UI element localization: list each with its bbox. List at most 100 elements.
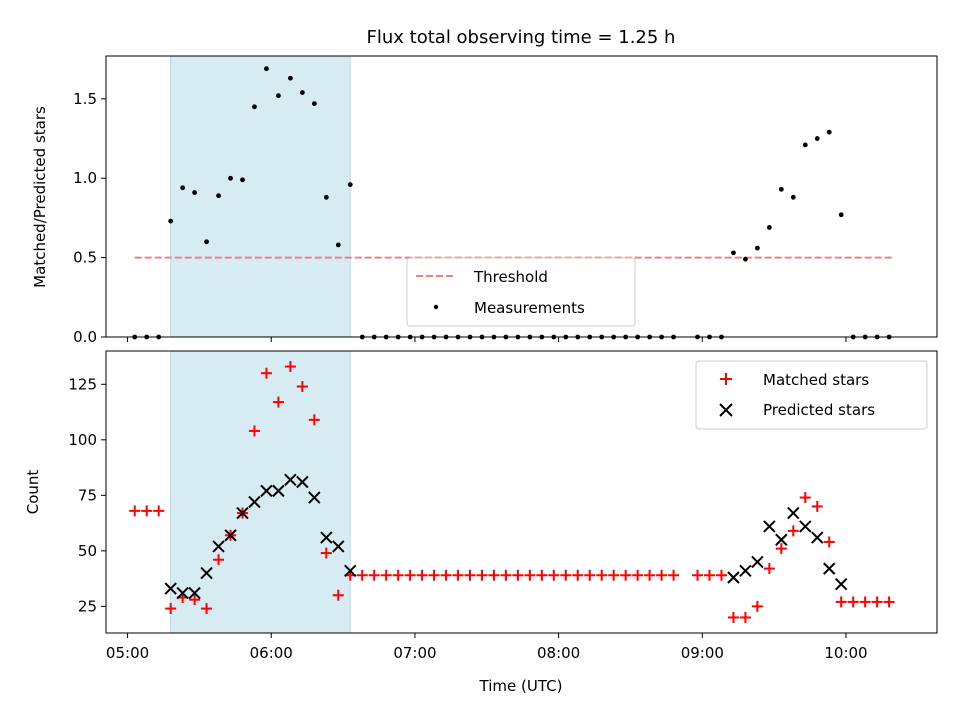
measurement-point xyxy=(204,239,209,245)
matched-star-point xyxy=(308,414,320,426)
matched-star-point xyxy=(524,569,536,581)
y-tick-label: 1.0 xyxy=(73,169,97,187)
predicted-star-point xyxy=(787,506,800,520)
matched-star-point xyxy=(189,594,201,606)
matched-star-point xyxy=(476,569,488,581)
measurement-point xyxy=(192,190,198,195)
matched-star-point xyxy=(560,569,572,581)
x-tick-label: 10:00 xyxy=(824,644,867,662)
top-axes-frame xyxy=(105,55,938,338)
predicted-star-point xyxy=(763,520,776,533)
predicted-star-point xyxy=(775,533,788,546)
matched-star-point xyxy=(811,500,823,512)
shaded-observing-span xyxy=(170,55,351,338)
predicted-stars-points xyxy=(164,473,848,600)
top-legend-box xyxy=(406,257,636,327)
y-tick-label: 0.0 xyxy=(73,328,97,346)
predicted-star-point xyxy=(176,586,189,600)
matched-star-point xyxy=(380,569,392,581)
measurement-point xyxy=(778,186,784,192)
predicted-star-point xyxy=(296,475,309,489)
matched-star-point xyxy=(668,569,680,581)
measurement-point xyxy=(180,185,186,191)
bottom-axes-frame xyxy=(105,350,938,634)
matched-star-point xyxy=(692,569,704,581)
matched-star-point xyxy=(572,569,584,581)
measurement-point xyxy=(347,182,353,187)
top-shaded-span xyxy=(170,55,351,338)
matched-star-point xyxy=(165,603,177,615)
matched-star-point xyxy=(488,569,500,581)
matched-star-point xyxy=(871,596,883,608)
shaded-observing-span xyxy=(170,350,351,634)
predicted-star-point xyxy=(248,495,261,509)
legend-measurements-swatch xyxy=(433,304,439,310)
matched-star-point xyxy=(452,569,464,581)
matched-star-point xyxy=(656,569,668,581)
legend-matched-label: Matched stars xyxy=(763,371,869,389)
matched-star-point xyxy=(320,547,332,559)
y-tick-label: 75 xyxy=(78,486,97,504)
bottom-y-ticks: 25 50 75 100 125 xyxy=(68,375,106,615)
measurement-point xyxy=(335,242,341,248)
matched-star-point xyxy=(548,569,560,581)
predicted-star-point xyxy=(308,491,321,504)
matched-star-point xyxy=(392,569,404,581)
predicted-star-point xyxy=(751,555,764,569)
matched-star-point xyxy=(153,505,165,517)
matched-star-point xyxy=(835,596,847,608)
matched-star-point xyxy=(703,569,715,581)
measurement-point xyxy=(766,225,772,230)
measurement-point xyxy=(323,194,329,200)
matched-star-point xyxy=(823,536,835,548)
predicted-star-point xyxy=(272,484,285,498)
measurement-point xyxy=(790,194,796,200)
measurement-point xyxy=(299,90,305,95)
matched-star-point xyxy=(751,600,763,612)
matched-stars-points xyxy=(129,361,895,623)
x-tick-label: 05:00 xyxy=(106,644,149,662)
measurement-point xyxy=(168,218,174,224)
x-tick-label: 08:00 xyxy=(537,644,580,662)
top-legend: Threshold Measurements xyxy=(406,257,636,327)
measurement-point xyxy=(311,101,317,107)
matched-star-point xyxy=(536,569,548,581)
predicted-star-point xyxy=(236,506,249,520)
matched-star-point xyxy=(440,569,452,581)
measurement-point xyxy=(731,250,736,256)
matched-star-point xyxy=(356,569,368,581)
predicted-star-point xyxy=(260,484,273,498)
matched-star-point xyxy=(201,603,213,615)
x-tick-label: 07:00 xyxy=(393,644,436,662)
chart-title: Flux total observing time = 1.25 h xyxy=(367,27,676,48)
bottom-y-axis-label: Count xyxy=(24,470,42,515)
measurement-point xyxy=(264,66,269,72)
predicted-star-point xyxy=(224,529,237,542)
matched-star-point xyxy=(512,569,524,581)
matched-star-point xyxy=(715,569,727,581)
matched-star-point xyxy=(727,611,739,623)
matched-star-point xyxy=(464,569,476,581)
measurement-point xyxy=(838,212,844,218)
legend-measurements-label: Measurements xyxy=(474,299,585,317)
matched-star-point xyxy=(213,554,225,566)
matched-star-point xyxy=(332,589,344,601)
predicted-star-point xyxy=(332,540,345,553)
predicted-star-point xyxy=(284,473,297,486)
predicted-star-point xyxy=(727,571,740,584)
matched-star-point xyxy=(859,596,871,608)
matched-star-point xyxy=(284,361,296,373)
y-tick-label: 1.5 xyxy=(73,90,97,108)
x-tick-label: 09:00 xyxy=(681,644,724,662)
bottom-panel: 25 50 75 100 125 05:00 06:00 07:00 08:00 09:00 10… xyxy=(24,350,938,695)
bottom-legend: Matched stars Predicted stars xyxy=(695,360,928,430)
matched-star-point xyxy=(129,505,141,517)
matched-star-point xyxy=(260,367,272,379)
x-tick-label: 06:00 xyxy=(250,644,293,662)
predicted-star-point xyxy=(823,562,836,575)
measurement-point xyxy=(240,177,245,183)
predicted-star-point xyxy=(835,577,848,591)
top-y-axis-label: Matched/Predicted stars xyxy=(31,106,49,288)
matched-star-point xyxy=(272,396,284,408)
